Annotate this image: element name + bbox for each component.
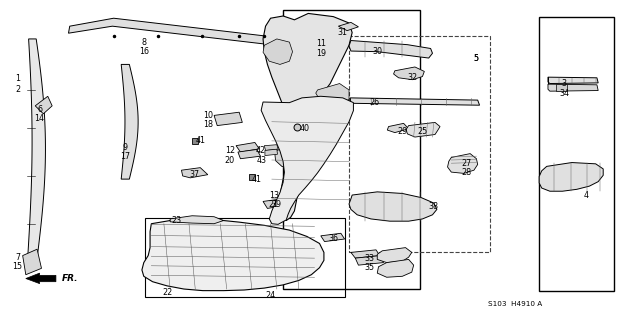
Text: 2: 2: [15, 85, 20, 94]
Text: 5: 5: [474, 53, 479, 62]
Text: 1: 1: [15, 74, 20, 83]
Text: 30: 30: [372, 47, 382, 56]
Polygon shape: [556, 84, 567, 91]
Text: S103  H4910 A: S103 H4910 A: [488, 301, 542, 307]
Polygon shape: [26, 273, 56, 284]
Text: 14: 14: [35, 114, 45, 123]
Text: 8: 8: [142, 38, 147, 47]
Text: 40: 40: [299, 124, 309, 132]
Text: 27: 27: [461, 159, 472, 168]
Text: 35: 35: [364, 263, 374, 272]
Polygon shape: [265, 149, 277, 156]
Text: 39: 39: [272, 200, 282, 209]
Text: 19: 19: [316, 49, 326, 58]
Text: 4: 4: [583, 190, 588, 200]
Text: 33: 33: [364, 254, 374, 263]
Text: 34: 34: [559, 89, 569, 98]
Text: FR.: FR.: [62, 274, 79, 283]
Polygon shape: [355, 256, 384, 265]
Text: 38: 38: [429, 202, 439, 211]
Polygon shape: [406, 123, 440, 137]
Polygon shape: [27, 39, 45, 268]
Polygon shape: [23, 249, 42, 275]
Polygon shape: [394, 67, 425, 80]
Text: 13: 13: [269, 190, 279, 200]
Polygon shape: [263, 199, 286, 208]
Text: 41: 41: [252, 175, 262, 184]
Polygon shape: [69, 18, 286, 54]
Polygon shape: [316, 84, 349, 104]
Bar: [283, 10, 420, 289]
Text: 16: 16: [139, 47, 149, 56]
Text: 5: 5: [474, 53, 479, 62]
Polygon shape: [350, 98, 479, 105]
Text: 7: 7: [15, 253, 20, 262]
Text: 12: 12: [225, 146, 235, 155]
Polygon shape: [351, 250, 380, 258]
Text: 22: 22: [162, 288, 172, 297]
Text: 31: 31: [338, 28, 348, 37]
Text: 9: 9: [123, 143, 128, 152]
Polygon shape: [236, 142, 259, 152]
Bar: [145, 218, 345, 297]
Text: 32: 32: [408, 73, 418, 82]
Polygon shape: [377, 260, 414, 277]
Polygon shape: [264, 145, 278, 150]
Text: 20: 20: [225, 156, 235, 164]
Polygon shape: [539, 163, 603, 191]
Polygon shape: [321, 233, 345, 242]
Polygon shape: [338, 22, 359, 31]
Text: 11: 11: [316, 39, 326, 48]
Polygon shape: [263, 13, 352, 220]
Polygon shape: [275, 144, 324, 168]
Text: 10: 10: [203, 111, 213, 120]
Polygon shape: [214, 112, 242, 125]
Polygon shape: [142, 219, 324, 291]
Polygon shape: [548, 84, 598, 91]
Text: 17: 17: [120, 152, 130, 161]
Text: 25: 25: [417, 127, 428, 136]
Bar: [349, 36, 490, 252]
Text: 37: 37: [189, 170, 199, 179]
Polygon shape: [35, 96, 52, 114]
Polygon shape: [261, 96, 353, 224]
Polygon shape: [448, 154, 477, 173]
Text: 15: 15: [13, 262, 23, 271]
Polygon shape: [181, 168, 208, 178]
Text: 36: 36: [328, 234, 338, 243]
Text: 42: 42: [256, 146, 266, 155]
Text: 28: 28: [461, 168, 472, 177]
Text: 29: 29: [398, 127, 408, 136]
Text: 23: 23: [171, 216, 182, 225]
Polygon shape: [121, 64, 138, 179]
Polygon shape: [263, 39, 292, 64]
Polygon shape: [387, 123, 409, 132]
Text: 6: 6: [37, 105, 42, 114]
Text: 43: 43: [256, 156, 266, 164]
Text: 26: 26: [370, 98, 380, 107]
Polygon shape: [377, 248, 412, 263]
Text: 18: 18: [203, 120, 213, 130]
Polygon shape: [349, 41, 433, 58]
Bar: [539, 17, 615, 291]
Text: 24: 24: [265, 291, 276, 300]
Text: 3: 3: [562, 79, 567, 88]
Text: 21: 21: [269, 200, 279, 209]
Text: 41: 41: [195, 136, 205, 145]
Polygon shape: [238, 149, 260, 159]
Polygon shape: [349, 192, 437, 221]
Polygon shape: [170, 216, 223, 224]
Polygon shape: [548, 77, 598, 84]
